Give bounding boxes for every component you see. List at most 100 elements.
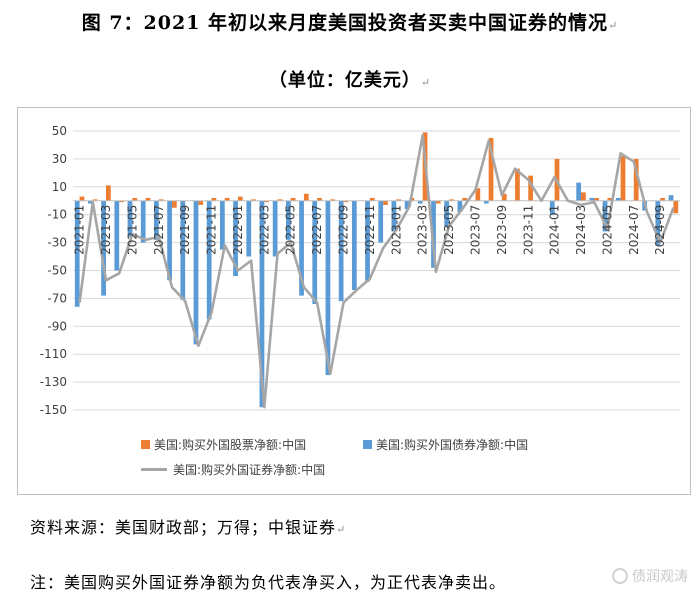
- legend-swatch-equity: [141, 440, 150, 449]
- bar-bond: [417, 200, 423, 204]
- bar-equity: [528, 175, 534, 201]
- bar-bond: [180, 200, 186, 300]
- bar-bond: [193, 200, 199, 345]
- bar-equity: [383, 200, 388, 205]
- footnote: 注：美国购买外国证券净额为负代表净买入，为正代表净卖出。: [30, 573, 507, 592]
- bar-bond: [154, 200, 159, 240]
- paragraph-mark: ↵: [420, 76, 432, 89]
- y-tick-label: -90: [47, 319, 67, 333]
- bar-equity: [330, 199, 336, 201]
- series-line-total: [78, 133, 675, 409]
- bar-equity: [119, 200, 124, 203]
- bar-bond: [351, 200, 357, 291]
- bar-equity: [475, 188, 481, 201]
- x-tick-label: 2024-07: [627, 205, 641, 255]
- bar-bond: [219, 200, 225, 250]
- legend-swatch-total: [141, 468, 167, 471]
- bar-equity: [488, 137, 494, 201]
- x-tick-label: 2024-01: [548, 205, 562, 255]
- bar-bond: [246, 200, 252, 257]
- bar-bond: [74, 200, 80, 307]
- bar-bond: [483, 200, 489, 204]
- bar-equity: [317, 197, 322, 201]
- bar-equity: [198, 200, 204, 205]
- bar-equity: [224, 197, 230, 201]
- x-tick-label: 2021-01: [73, 205, 87, 255]
- x-tick-label: 2022-11: [363, 205, 377, 255]
- x-tick-label: 2021-05: [125, 205, 139, 255]
- bar-equity: [237, 196, 243, 201]
- x-tick-label: 2022-09: [337, 205, 351, 255]
- bar-equity: [462, 197, 468, 201]
- bar-equity: [158, 199, 164, 201]
- bar-bond: [655, 200, 661, 246]
- bar-bond: [404, 200, 410, 210]
- bar-equity: [660, 197, 665, 201]
- bar-bond: [325, 200, 331, 376]
- bar-equity: [594, 197, 599, 201]
- x-tick-label: 2023-09: [495, 205, 509, 255]
- bar-bond: [365, 200, 370, 282]
- bar-bond: [378, 200, 384, 243]
- bar-equity: [132, 197, 138, 201]
- bar-bond: [285, 200, 291, 240]
- bar-equity: [449, 199, 454, 201]
- paragraph-mark: ↵: [336, 523, 347, 536]
- bar-equity: [92, 199, 98, 201]
- y-tick-label: 10: [52, 180, 67, 194]
- bar-equity: [171, 200, 177, 208]
- bar-equity: [673, 200, 679, 214]
- chart-frame: 50 30 10 -10 -30 -50 -70 -90 -110 -130 -150 2021-01…: [17, 107, 691, 495]
- x-tick-label: 2023-07: [468, 205, 482, 255]
- bar-bond: [114, 200, 120, 271]
- bar-bond: [299, 200, 304, 296]
- legend-swatch-bond: [363, 440, 372, 449]
- chart-svg: 50 30 10 -10 -30 -50 -70 -90 -110 -130 -150 2021-01…: [40, 124, 680, 417]
- bar-bond: [668, 195, 674, 201]
- bar-equity: [620, 156, 626, 201]
- bar-equity: [396, 199, 402, 201]
- bar-equity: [145, 197, 151, 201]
- bar-bond: [576, 182, 582, 201]
- watermark-text: 债润观涛: [632, 569, 688, 585]
- bar-equity: [303, 193, 309, 201]
- x-tick-label: 2023-11: [521, 205, 535, 255]
- bar-bond: [444, 200, 450, 228]
- bar-equity: [515, 168, 520, 201]
- x-tick-label: 2021-03: [99, 205, 113, 255]
- y-tick-label: 50: [52, 124, 67, 138]
- legend-item-equity: 美国:购买外国股票净额:中国: [141, 436, 306, 453]
- source-note: 资料来源：美国财政部；万得；中银证券↵: [30, 518, 347, 537]
- watermark-logo-icon: [612, 568, 628, 584]
- bar-bond: [88, 200, 93, 204]
- bar-bond: [338, 200, 344, 302]
- x-tick-label: 2023-01: [389, 205, 403, 255]
- bar-equity: [290, 197, 296, 201]
- legend-item-total: 美国:购买外国证券净额:中国: [141, 461, 325, 478]
- x-tick-label: 2023-05: [442, 205, 456, 255]
- bar-equity: [79, 196, 85, 201]
- bar-bond: [167, 200, 172, 281]
- bar-bond: [549, 200, 555, 215]
- y-tick-label: -10: [47, 208, 67, 222]
- y-tick-label: -130: [40, 375, 67, 389]
- bar-equity: [211, 197, 217, 201]
- bar-bond: [589, 197, 595, 201]
- bar-bond: [602, 200, 608, 232]
- bar-bond: [312, 200, 318, 304]
- bar-bond: [259, 200, 265, 408]
- bar-equity: [607, 197, 613, 201]
- y-tick-label: -30: [47, 236, 67, 250]
- x-tick-label: 2022-01: [231, 205, 245, 255]
- x-tick-label: 2023-03: [416, 205, 430, 255]
- bar-bond: [391, 200, 397, 232]
- bar-equity: [105, 185, 111, 201]
- bar-equity: [264, 200, 270, 203]
- y-tick-label: -70: [47, 291, 67, 305]
- bar-equity: [581, 192, 586, 201]
- y-tick-label: -110: [40, 347, 67, 361]
- bar-bond: [127, 200, 133, 238]
- bar-equity: [435, 200, 441, 204]
- legend-label-total: 美国:购买外国证券净额:中国: [173, 463, 326, 477]
- x-tick-label: 2022-03: [257, 205, 271, 255]
